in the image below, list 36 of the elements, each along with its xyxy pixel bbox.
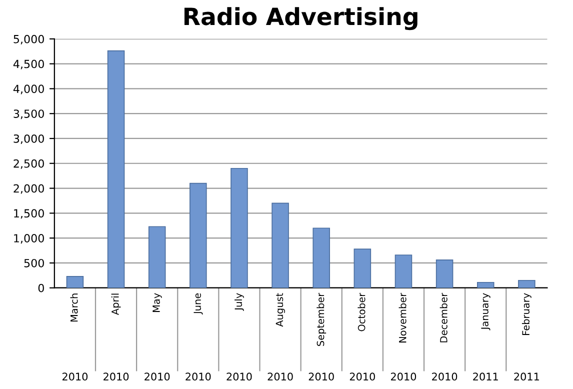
category-label: July 2010 <box>226 293 252 381</box>
y-tick-label: 2,500 <box>14 159 44 169</box>
y-tick-label: 3,500 <box>14 110 44 120</box>
bar <box>230 168 248 288</box>
bar <box>394 254 412 288</box>
bar <box>312 228 330 288</box>
y-tick-label: 2,000 <box>14 184 44 194</box>
category-label: December 2010 <box>432 292 458 381</box>
category-label: March 2010 <box>62 294 88 381</box>
bar <box>436 260 454 288</box>
bar <box>354 248 372 288</box>
category-label: June 2010 <box>186 293 211 381</box>
y-tick-label: 3,000 <box>14 134 44 144</box>
bar <box>190 182 207 288</box>
bar <box>107 50 125 288</box>
y-tick-label: 4,000 <box>13 84 44 94</box>
bar <box>272 202 289 288</box>
y-tick-label: 5,000 <box>14 34 44 44</box>
category-label: May 2010 <box>144 293 170 381</box>
category-label: September 2010 <box>308 292 334 381</box>
y-tick-label: 4,500 <box>13 60 44 70</box>
category-label: November 2010 <box>390 292 416 381</box>
category-label: January 2011 <box>473 293 498 381</box>
chart-title: Radio Advertising <box>184 7 418 30</box>
bar <box>476 282 494 288</box>
category-label: October 2010 <box>350 292 375 381</box>
category-label: August 2010 <box>268 293 293 381</box>
y-tick-label: 1,500 <box>14 209 44 219</box>
y-tick-label: 500 <box>24 258 44 268</box>
y-tick-label: 0 <box>38 284 44 292</box>
bar <box>66 276 84 288</box>
bar <box>518 280 536 288</box>
bar <box>148 226 166 288</box>
y-tick-label: 1,000 <box>14 234 44 244</box>
category-label: April 2010 <box>104 294 129 381</box>
category-label: February 2011 <box>514 293 539 381</box>
